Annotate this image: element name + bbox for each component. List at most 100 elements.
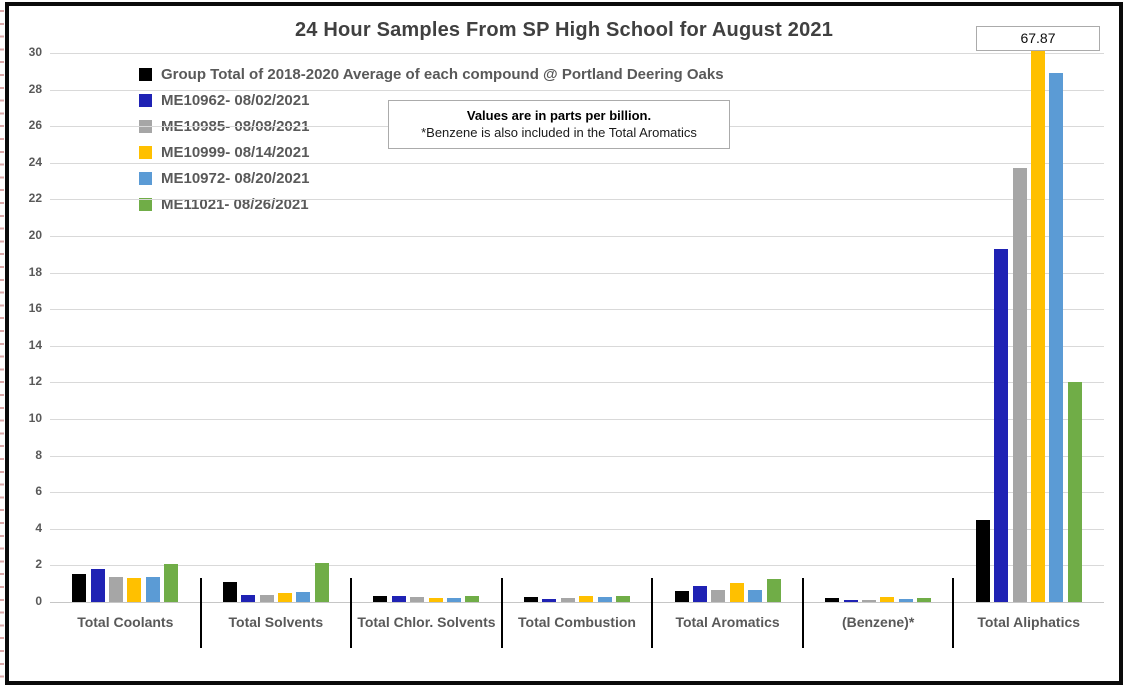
note-line-benzene: *Benzene is also included in the Total A… bbox=[421, 125, 697, 140]
y-axis-tick-18: 18 bbox=[28, 264, 42, 279]
category-label-1: Total Coolants bbox=[77, 614, 174, 630]
gridline-y-6 bbox=[50, 492, 1104, 494]
y-axis-tick-16: 16 bbox=[28, 301, 42, 316]
bar-series3-total-combustion bbox=[560, 598, 575, 602]
y-axis-tick-28: 28 bbox=[28, 81, 42, 96]
bar-series1-total-chlor-solvents bbox=[373, 595, 388, 602]
bar-series6-total-chlor-solvents bbox=[465, 595, 480, 602]
y-axis-tick-30: 30 bbox=[28, 45, 42, 59]
bar-series3--benzene- bbox=[861, 599, 876, 602]
legend-label: ME11021- 08/26/2021 bbox=[161, 195, 309, 213]
bar-series1-total-solvents bbox=[222, 581, 237, 602]
bar-series6-total-solvents bbox=[314, 562, 329, 602]
legend-swatch-icon bbox=[139, 145, 152, 159]
chart-border-frame: 24 Hour Samples From SP High School for … bbox=[5, 2, 1123, 685]
bar-series3-total-coolants bbox=[109, 577, 124, 602]
legend-item-5: ME10972- 08/20/2021 bbox=[139, 165, 724, 191]
legend-label: ME10972- 08/20/2021 bbox=[161, 169, 310, 187]
legend-label: ME10985- 08/08/2021 bbox=[161, 117, 310, 135]
chart-title: 24 Hour Samples From SP High School for … bbox=[294, 19, 834, 41]
bar-series3-total-solvents bbox=[259, 595, 274, 602]
legend-swatch-icon bbox=[139, 171, 152, 185]
bar-series6-total-coolants bbox=[164, 563, 179, 602]
legend-swatch-icon bbox=[139, 67, 152, 81]
legend-item-3: ME10985- 08/08/2021 bbox=[139, 113, 724, 139]
category-separator-3 bbox=[500, 578, 503, 648]
bar-series1-total-aromatics bbox=[674, 591, 689, 602]
legend-label: ME10999- 08/14/2021 bbox=[161, 143, 310, 161]
bar-series4-total-aliphatics bbox=[1030, 51, 1045, 602]
bar-series4-total-combustion bbox=[579, 595, 594, 602]
bar-series3-total-aliphatics bbox=[1012, 168, 1027, 602]
legend-swatch-icon bbox=[139, 119, 152, 133]
note-line-units: Values are in parts per billion. bbox=[466, 108, 652, 123]
y-axis-tick-14: 14 bbox=[28, 337, 42, 352]
bar-series6-total-aliphatics bbox=[1067, 382, 1082, 602]
category-label-4: Total Combustion bbox=[518, 614, 636, 630]
category-separator-1 bbox=[199, 578, 202, 648]
gridline-y-28 bbox=[50, 89, 1104, 91]
y-axis-tick-8: 8 bbox=[35, 447, 42, 462]
y-axis-tick-2: 2 bbox=[35, 557, 42, 572]
y-axis-tick-6: 6 bbox=[35, 484, 42, 499]
note-box: Values are in parts per billion. *Benzen… bbox=[388, 100, 730, 149]
bar-series2--benzene- bbox=[843, 599, 858, 602]
y-axis-tick-24: 24 bbox=[28, 154, 42, 169]
bar-series1--benzene- bbox=[825, 598, 840, 602]
category-separator-5 bbox=[801, 578, 804, 648]
bar-series5-total-solvents bbox=[296, 591, 311, 602]
legend: Group Total of 2018-2020 Average of each… bbox=[139, 61, 724, 217]
gridline-y-0 bbox=[50, 602, 1104, 603]
bar-series3-total-chlor-solvents bbox=[410, 597, 425, 602]
bar-series5-total-coolants bbox=[145, 576, 160, 602]
bar-series5-total-aliphatics bbox=[1049, 73, 1064, 602]
legend-item-6: ME11021- 08/26/2021 bbox=[139, 191, 724, 217]
bar-series1-total-aliphatics bbox=[975, 519, 990, 602]
gridline-y-24 bbox=[50, 162, 1104, 164]
y-axis-tick-20: 20 bbox=[28, 228, 42, 242]
bar-series1-total-coolants bbox=[72, 573, 87, 602]
gridline-y-14 bbox=[50, 345, 1104, 347]
bar-series2-total-solvents bbox=[241, 594, 256, 602]
bar-series6-total-combustion bbox=[616, 595, 630, 602]
bar-series2-total-combustion bbox=[542, 599, 557, 602]
y-axis-tick-4: 4 bbox=[35, 520, 42, 535]
bar-series6--benzene- bbox=[917, 597, 932, 602]
category-label-6: (Benzene)* bbox=[841, 614, 915, 630]
y-axis-tick-10: 10 bbox=[28, 411, 42, 425]
category-separator-2 bbox=[350, 578, 353, 648]
bar-series5-total-combustion bbox=[597, 597, 612, 602]
bar-series4-total-chlor-solvents bbox=[428, 598, 443, 602]
y-axis-tick-12: 12 bbox=[28, 374, 42, 389]
gridline-y-4 bbox=[50, 528, 1104, 530]
category-label-7: Total Aliphatics bbox=[977, 614, 1081, 630]
category-label-2: Total Solvents bbox=[228, 614, 324, 630]
bar-series3-total-aromatics bbox=[711, 590, 726, 602]
legend-swatch-icon bbox=[139, 93, 152, 107]
category-separator-4 bbox=[651, 578, 654, 648]
gridline-y-20 bbox=[50, 236, 1104, 237]
bar-series4-total-coolants bbox=[127, 578, 142, 602]
gridline-y-30 bbox=[50, 53, 1104, 54]
bar-series6-total-aromatics bbox=[766, 579, 781, 602]
bar-series5--benzene- bbox=[898, 599, 913, 602]
bar-series5-total-chlor-solvents bbox=[447, 598, 462, 602]
bar-series2-total-aromatics bbox=[692, 586, 707, 602]
gridline-y-16 bbox=[50, 309, 1104, 311]
bar-series2-total-aliphatics bbox=[994, 248, 1009, 602]
gridline-y-8 bbox=[50, 455, 1104, 457]
y-axis-tick-22: 22 bbox=[28, 191, 42, 206]
bar-series4-total-solvents bbox=[278, 592, 293, 602]
category-label-5: Total Aromatics bbox=[675, 614, 780, 630]
category-separator-6 bbox=[952, 578, 955, 648]
legend-label: ME10962- 08/02/2021 bbox=[161, 91, 310, 109]
gridline-y-10 bbox=[50, 419, 1104, 420]
y-axis-tick-0: 0 bbox=[35, 594, 42, 608]
legend-label: Group Total of 2018-2020 Average of each… bbox=[161, 65, 724, 83]
bar-series5-total-aromatics bbox=[748, 590, 763, 602]
category-label-3: Total Chlor. Solvents bbox=[357, 614, 496, 630]
gridline-y-18 bbox=[50, 272, 1104, 274]
spreadsheet-edge-ticks bbox=[0, 0, 4, 687]
gridline-y-12 bbox=[50, 382, 1104, 384]
